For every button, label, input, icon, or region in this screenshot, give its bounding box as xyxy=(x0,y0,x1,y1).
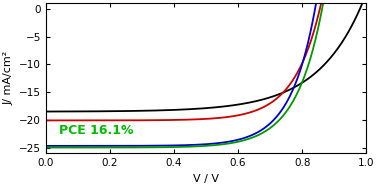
X-axis label: V / V: V / V xyxy=(193,174,219,183)
Text: PCE 16.1%: PCE 16.1% xyxy=(59,124,133,137)
Y-axis label: J/ mA/cm²: J/ mA/cm² xyxy=(3,51,14,105)
